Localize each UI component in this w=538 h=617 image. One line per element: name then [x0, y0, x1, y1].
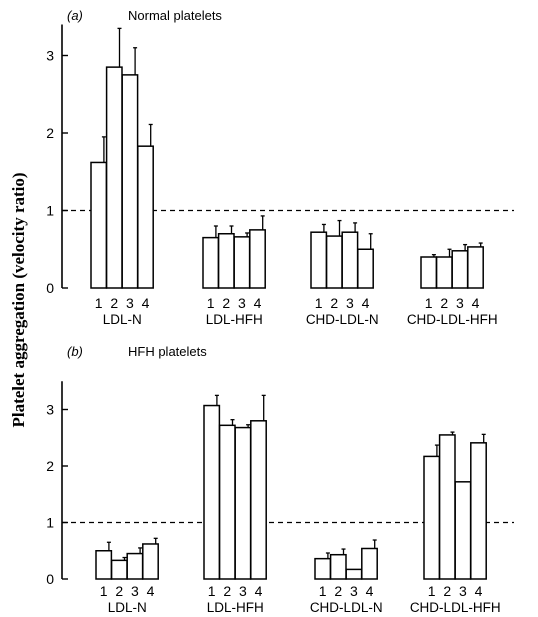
bar-number-a-g1-b2: 2 [110, 295, 118, 311]
bar-b-g1-b2 [110, 559, 128, 580]
bar-number-a-g3-b2: 2 [330, 295, 338, 311]
bar-b-g4-b1 [423, 455, 441, 580]
bar-number-b-g2-b4: 4 [255, 583, 263, 599]
bar-number-b-g2-b2: 2 [223, 583, 231, 599]
bar-b-g3-b3 [345, 568, 363, 580]
bar-number-a-g1-b4: 4 [142, 295, 150, 311]
bar-number-a-g2-b2: 2 [222, 295, 230, 311]
category-label-b-2: LDL-HFH [207, 600, 264, 615]
bar-number-a-g4-b3: 3 [456, 295, 464, 311]
bar-a-g2-b4 [249, 229, 266, 289]
bar-number-b-g4-b4: 4 [475, 583, 483, 599]
bar-b-g3-b1 [314, 557, 332, 580]
bar-a-g2-b2 [217, 233, 235, 289]
y-tick-label-b-1: 1 [46, 515, 54, 531]
category-label-a-3: CHD-LDL-N [306, 312, 379, 327]
bar-a-g1-b4 [137, 145, 154, 289]
panel-a-title: Normal platelets [128, 8, 222, 23]
bar-b-g4-b3 [454, 481, 472, 580]
bar-number-b-g4-b2: 2 [443, 583, 451, 599]
bar-number-b-g2-b1: 1 [208, 583, 216, 599]
bar-number-a-g3-b4: 4 [362, 295, 370, 311]
bar-b-g2-b2 [218, 424, 236, 580]
category-label-b-3: CHD-LDL-N [310, 600, 383, 615]
bar-number-b-g3-b3: 3 [350, 583, 358, 599]
category-label-a-4: CHD-LDL-HFH [407, 312, 498, 327]
panel-a-tag: (a) [67, 8, 83, 23]
bar-a-g3-b3 [341, 231, 359, 289]
y-tick-label-a-1: 1 [46, 203, 54, 219]
y-tick-label-b-2: 2 [46, 458, 54, 474]
bar-a-g3-b4 [357, 248, 374, 289]
bar-number-a-g2-b4: 4 [254, 295, 262, 311]
bar-number-b-g3-b4: 4 [366, 583, 374, 599]
panel-b-tag: (b) [67, 344, 83, 359]
bar-number-a-g4-b2: 2 [440, 295, 448, 311]
y-tick-label-b-3: 3 [46, 402, 54, 418]
bar-number-b-g2-b3: 3 [239, 583, 247, 599]
y-tick-label-a-2: 2 [46, 125, 54, 141]
bar-number-a-g2-b3: 3 [238, 295, 246, 311]
bar-a-g1-b1 [90, 161, 108, 289]
category-label-b-4: CHD-LDL-HFH [410, 600, 501, 615]
bar-number-b-g1-b2: 2 [115, 583, 123, 599]
y-axis-label: Platelet aggregation (velocity ratio) [9, 172, 28, 427]
bar-b-g1-b3 [126, 552, 144, 580]
y-tick-label-b-0: 0 [46, 571, 54, 587]
bar-a-g3-b1 [310, 231, 328, 289]
bar-number-b-g4-b1: 1 [428, 583, 436, 599]
bar-b-g3-b4 [361, 547, 378, 580]
bar-b-g4-b2 [438, 434, 456, 580]
category-label-a-2: LDL-HFH [206, 312, 263, 327]
bar-a-g4-b2 [435, 256, 453, 289]
bar-b-g3-b2 [329, 553, 347, 580]
bar-number-b-g3-b2: 2 [334, 583, 342, 599]
bar-a-g2-b1 [202, 236, 220, 289]
bar-number-b-g4-b3: 3 [459, 583, 467, 599]
bar-b-g2-b4 [250, 420, 267, 580]
bar-a-g1-b2 [105, 66, 123, 289]
bar-a-g4-b3 [451, 250, 469, 289]
bar-number-b-g1-b4: 4 [147, 583, 155, 599]
bar-b-g4-b4 [470, 442, 487, 580]
bar-b-g1-b1 [95, 550, 113, 580]
bar-number-b-g1-b3: 3 [131, 583, 139, 599]
bar-b-g1-b4 [142, 543, 159, 580]
bar-a-g2-b3 [233, 236, 251, 289]
panel-b-title: HFH platelets [128, 344, 207, 359]
bar-number-b-g1-b1: 1 [100, 583, 108, 599]
bar-number-a-g4-b1: 1 [425, 295, 433, 311]
bar-a-g4-b1 [420, 256, 438, 289]
bar-number-a-g3-b3: 3 [346, 295, 354, 311]
category-label-b-1: LDL-N [108, 600, 147, 615]
bar-number-a-g1-b1: 1 [95, 295, 103, 311]
bar-a-g1-b3 [121, 74, 139, 289]
y-tick-label-a-3: 3 [46, 48, 54, 64]
bar-number-a-g4-b4: 4 [472, 295, 480, 311]
bar-number-a-g1-b3: 3 [126, 295, 134, 311]
category-label-a-1: LDL-N [103, 312, 142, 327]
y-tick-label-a-0: 0 [46, 280, 54, 296]
bar-number-b-g3-b1: 1 [319, 583, 327, 599]
bar-b-g2-b1 [203, 404, 221, 580]
bar-a-g4-b4 [467, 246, 484, 289]
bar-b-g2-b3 [234, 426, 252, 580]
bar-number-a-g3-b1: 1 [315, 295, 323, 311]
bar-number-a-g2-b1: 1 [207, 295, 215, 311]
bar-a-g3-b2 [325, 235, 343, 289]
